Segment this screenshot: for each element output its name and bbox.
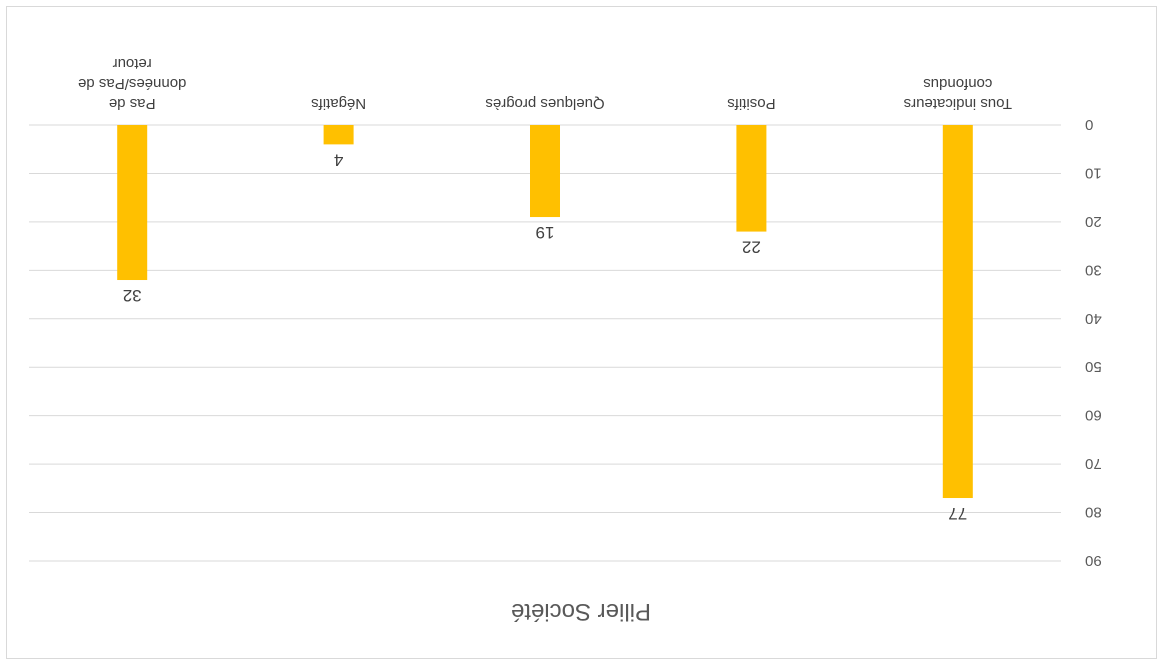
y-tick-label: 90 (1085, 552, 1102, 569)
data-label: 22 (742, 238, 761, 257)
y-tick-label: 0 (1085, 116, 1093, 133)
y-tick-label: 20 (1085, 213, 1102, 230)
y-tick-label: 80 (1085, 504, 1102, 521)
data-label: 4 (334, 150, 343, 169)
bar (530, 125, 560, 218)
y-tick-label: 70 (1085, 455, 1102, 472)
category-label-line: Négatifs (311, 95, 366, 112)
category-label-line: confondus (923, 75, 992, 92)
category-label-line: données/Pas de (78, 75, 186, 92)
bar (942, 125, 973, 499)
y-tick-label: 40 (1085, 310, 1102, 327)
bar (323, 125, 354, 145)
data-label: 32 (123, 286, 142, 305)
data-labels: 77 22 19 4 32 (123, 150, 968, 523)
gridlines (29, 124, 1061, 562)
category-label-line: Positifs (727, 95, 775, 112)
category-labels: Tous indicateurs confondus Positifs Quelque… (78, 55, 1012, 112)
bar (117, 125, 148, 281)
y-tick-label: 30 (1085, 261, 1102, 278)
data-label: 19 (536, 223, 555, 242)
y-tick-label: 50 (1085, 358, 1102, 375)
bars (117, 125, 973, 499)
category-label-line: Pas de (109, 95, 156, 112)
y-tick-label: 10 (1085, 164, 1102, 181)
category-label: Pas de données/Pas de retour (78, 55, 186, 112)
category-label: Positifs (727, 95, 775, 112)
bar (736, 125, 767, 232)
y-tick-label: 60 (1085, 407, 1102, 424)
category-label: Négatifs (311, 95, 366, 112)
category-label-line: retour (113, 55, 152, 72)
chart-title: Pilier Société (511, 598, 651, 625)
category-label: Tous indicateurs confondus (904, 75, 1012, 112)
category-label-line: Tous indicateurs (904, 95, 1012, 112)
category-label-line: Quelques progrès (485, 95, 604, 112)
data-label: 77 (948, 504, 967, 523)
y-axis-ticks: 0 10 20 30 40 50 60 70 80 90 (1085, 116, 1102, 569)
category-label: Quelques progrès (485, 95, 604, 112)
